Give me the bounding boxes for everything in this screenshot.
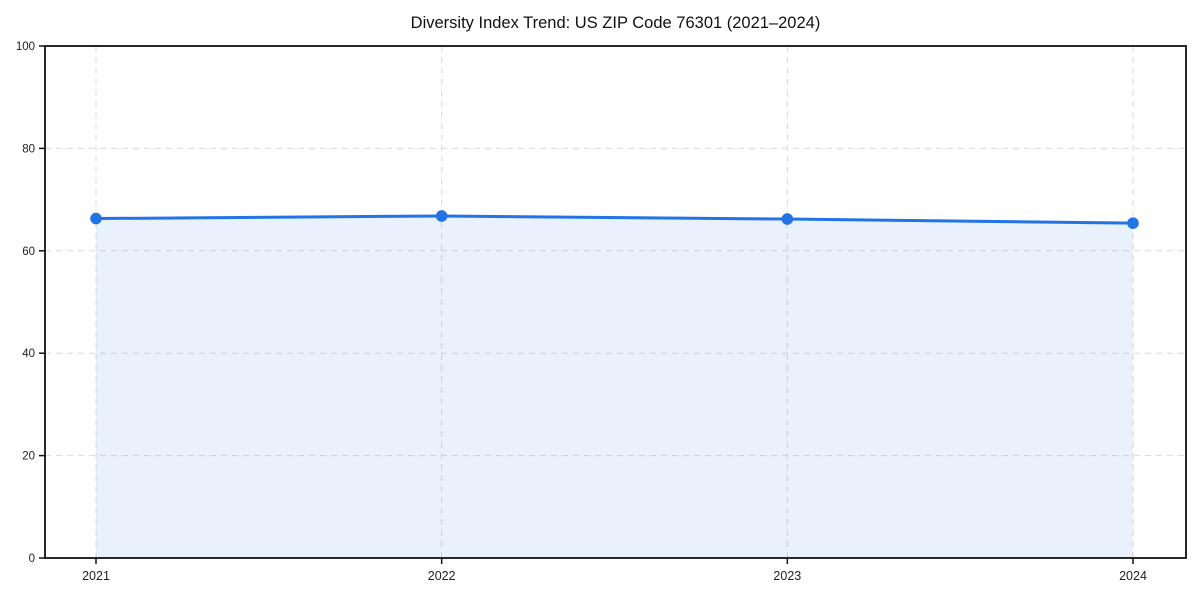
y-tick-label-20: 20 xyxy=(22,451,35,463)
data-point-marker-2022 xyxy=(435,210,448,222)
chart-title: Diversity Index Trend: US ZIP Code 76301… xyxy=(411,14,821,32)
plot-area: 0 20 40 60 80 100 2021 2022 2023 2024 xyxy=(16,41,1187,583)
data-point-marker-2021 xyxy=(90,212,102,225)
y-tick-label-40: 40 xyxy=(22,348,35,360)
data-point-marker-2023 xyxy=(781,213,794,225)
y-tick-label-100: 100 xyxy=(16,41,35,53)
axis-frame xyxy=(44,45,1187,559)
y-tick-label-80: 80 xyxy=(22,143,35,155)
data-point-marker-2024 xyxy=(1127,217,1139,229)
x-tick-label-2021: 2021 xyxy=(82,569,110,583)
x-tick-label-2024: 2024 xyxy=(1119,569,1147,583)
y-tick-label-0: 0 xyxy=(29,553,35,565)
trend-line xyxy=(94,214,1135,225)
y-tick-label-60: 60 xyxy=(22,246,35,258)
area-fill xyxy=(96,215,1133,558)
x-tick-label-2022: 2022 xyxy=(428,569,456,583)
x-tick-label-2023: 2023 xyxy=(773,569,801,583)
